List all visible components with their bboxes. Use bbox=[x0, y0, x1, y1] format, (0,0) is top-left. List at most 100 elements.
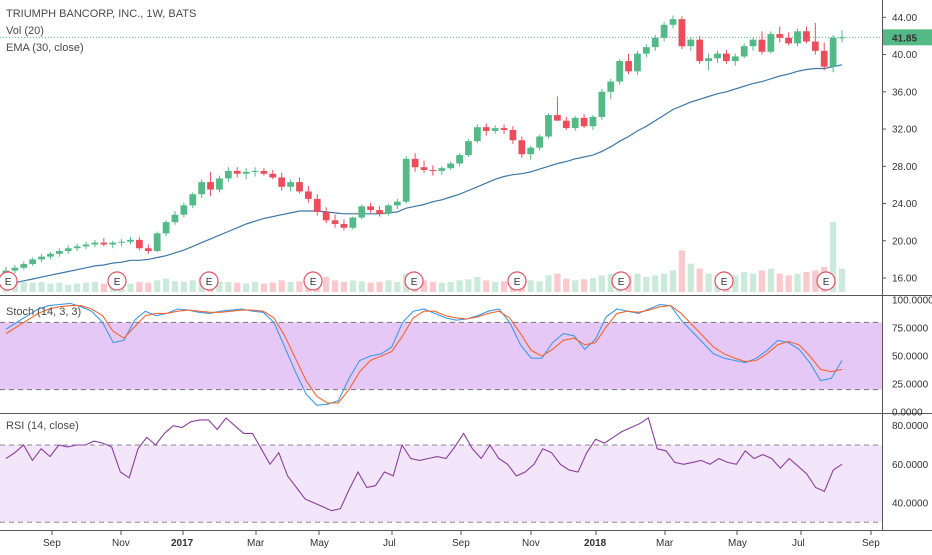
volume-bar bbox=[536, 281, 543, 292]
volume-bar bbox=[82, 282, 90, 292]
candle-body bbox=[536, 136, 543, 148]
candle-body bbox=[767, 34, 775, 52]
volume-bar bbox=[456, 280, 463, 292]
volume-bar bbox=[492, 282, 499, 292]
earnings-marker bbox=[714, 271, 734, 291]
earnings-marker bbox=[507, 271, 527, 291]
candle-body bbox=[393, 201, 401, 206]
candle-body bbox=[562, 120, 570, 129]
volume-bar bbox=[29, 282, 36, 292]
candle-body bbox=[296, 182, 303, 192]
candle-body bbox=[305, 191, 312, 199]
volume-bar bbox=[358, 281, 365, 292]
volume-bar bbox=[20, 282, 27, 292]
volume-bar bbox=[47, 283, 54, 292]
volume-bar bbox=[758, 270, 766, 292]
volume-bar bbox=[447, 282, 454, 292]
volume-bar bbox=[323, 277, 330, 292]
candle-body bbox=[278, 177, 286, 187]
time-axis-label: Sep bbox=[452, 538, 470, 549]
volume-bar bbox=[251, 282, 259, 292]
candle-body bbox=[580, 117, 588, 127]
rsi-tick-label: 80.0000 bbox=[892, 421, 929, 432]
price-tick-label: 16.00 bbox=[892, 274, 917, 285]
candle-body bbox=[678, 19, 686, 47]
volume-bar bbox=[794, 273, 801, 292]
candle-body bbox=[109, 242, 117, 245]
volume-bar bbox=[669, 270, 677, 292]
earnings-marker bbox=[611, 271, 631, 291]
candle-body bbox=[705, 58, 712, 62]
candle-body bbox=[811, 41, 819, 51]
candle-body bbox=[687, 39, 695, 47]
chart-title: TRIUMPH BANCORP, INC., 1W, BATS bbox=[6, 8, 197, 20]
volume-bar bbox=[438, 282, 445, 292]
earnings-marker-label: E bbox=[114, 277, 121, 288]
volume-bar bbox=[56, 282, 63, 292]
candle-body bbox=[803, 31, 810, 42]
candle-body bbox=[598, 91, 606, 117]
candle-body bbox=[545, 115, 552, 137]
candle-body bbox=[136, 239, 143, 249]
candle-body bbox=[340, 224, 348, 228]
candle-body bbox=[438, 168, 446, 171]
candle-body bbox=[287, 182, 294, 187]
candle-body bbox=[554, 115, 561, 121]
earnings-marker-label: E bbox=[618, 277, 625, 288]
price-tick-label: 28.00 bbox=[892, 162, 917, 173]
candle-body bbox=[660, 24, 668, 38]
candle-body bbox=[224, 170, 232, 179]
volume-bar bbox=[376, 282, 383, 292]
candle-body bbox=[527, 147, 535, 155]
candle-body bbox=[794, 31, 801, 44]
candle-body bbox=[385, 205, 392, 214]
candle-body bbox=[829, 37, 837, 67]
candle-body bbox=[242, 171, 250, 174]
earnings-marker bbox=[816, 271, 836, 291]
candle-body bbox=[420, 167, 428, 171]
candle-body bbox=[349, 217, 357, 228]
candle-body bbox=[482, 127, 490, 131]
volume-bar bbox=[563, 278, 570, 292]
candle-body bbox=[518, 140, 526, 155]
volume-bar bbox=[696, 268, 703, 292]
candle-body bbox=[429, 170, 437, 172]
volume-bar bbox=[465, 279, 472, 292]
volume-bar bbox=[11, 283, 19, 292]
candle-body bbox=[118, 241, 125, 243]
candle-body bbox=[820, 50, 828, 67]
rsi-tick-label: 40.0000 bbox=[892, 498, 929, 509]
candle-body bbox=[634, 53, 641, 72]
time-axis-label: Mar bbox=[656, 538, 674, 549]
candle-body bbox=[749, 39, 757, 47]
last-price-value: 41.85 bbox=[892, 33, 917, 44]
earnings-marker-label: E bbox=[411, 277, 418, 288]
volume-bar bbox=[269, 282, 276, 292]
stoch-k-line bbox=[5, 302, 843, 406]
candle-body bbox=[491, 128, 499, 131]
candle-body bbox=[731, 56, 739, 62]
candle-body bbox=[73, 246, 81, 249]
volume-bar bbox=[652, 275, 659, 292]
volume-bar bbox=[705, 273, 712, 292]
earnings-marker-label: E bbox=[5, 277, 12, 288]
candle-body bbox=[473, 127, 481, 142]
volume-bar bbox=[100, 283, 107, 292]
candle-body bbox=[100, 242, 108, 245]
volume-bar bbox=[367, 282, 374, 292]
volume-bar bbox=[572, 280, 579, 292]
volume-bar bbox=[127, 283, 134, 292]
time-axis-label: Sep bbox=[43, 538, 61, 549]
earnings-marker-label: E bbox=[206, 277, 213, 288]
candle-body bbox=[38, 256, 45, 260]
price-tick-label: 24.00 bbox=[892, 199, 917, 210]
time-axis-label: Nov bbox=[112, 538, 130, 549]
volume-bar bbox=[483, 280, 490, 292]
volume-bar bbox=[829, 222, 837, 292]
candle-body bbox=[616, 61, 624, 82]
volume-bar bbox=[598, 275, 605, 292]
earnings-marker bbox=[404, 271, 424, 291]
candle-body bbox=[313, 198, 321, 212]
volume-bar bbox=[162, 278, 170, 292]
